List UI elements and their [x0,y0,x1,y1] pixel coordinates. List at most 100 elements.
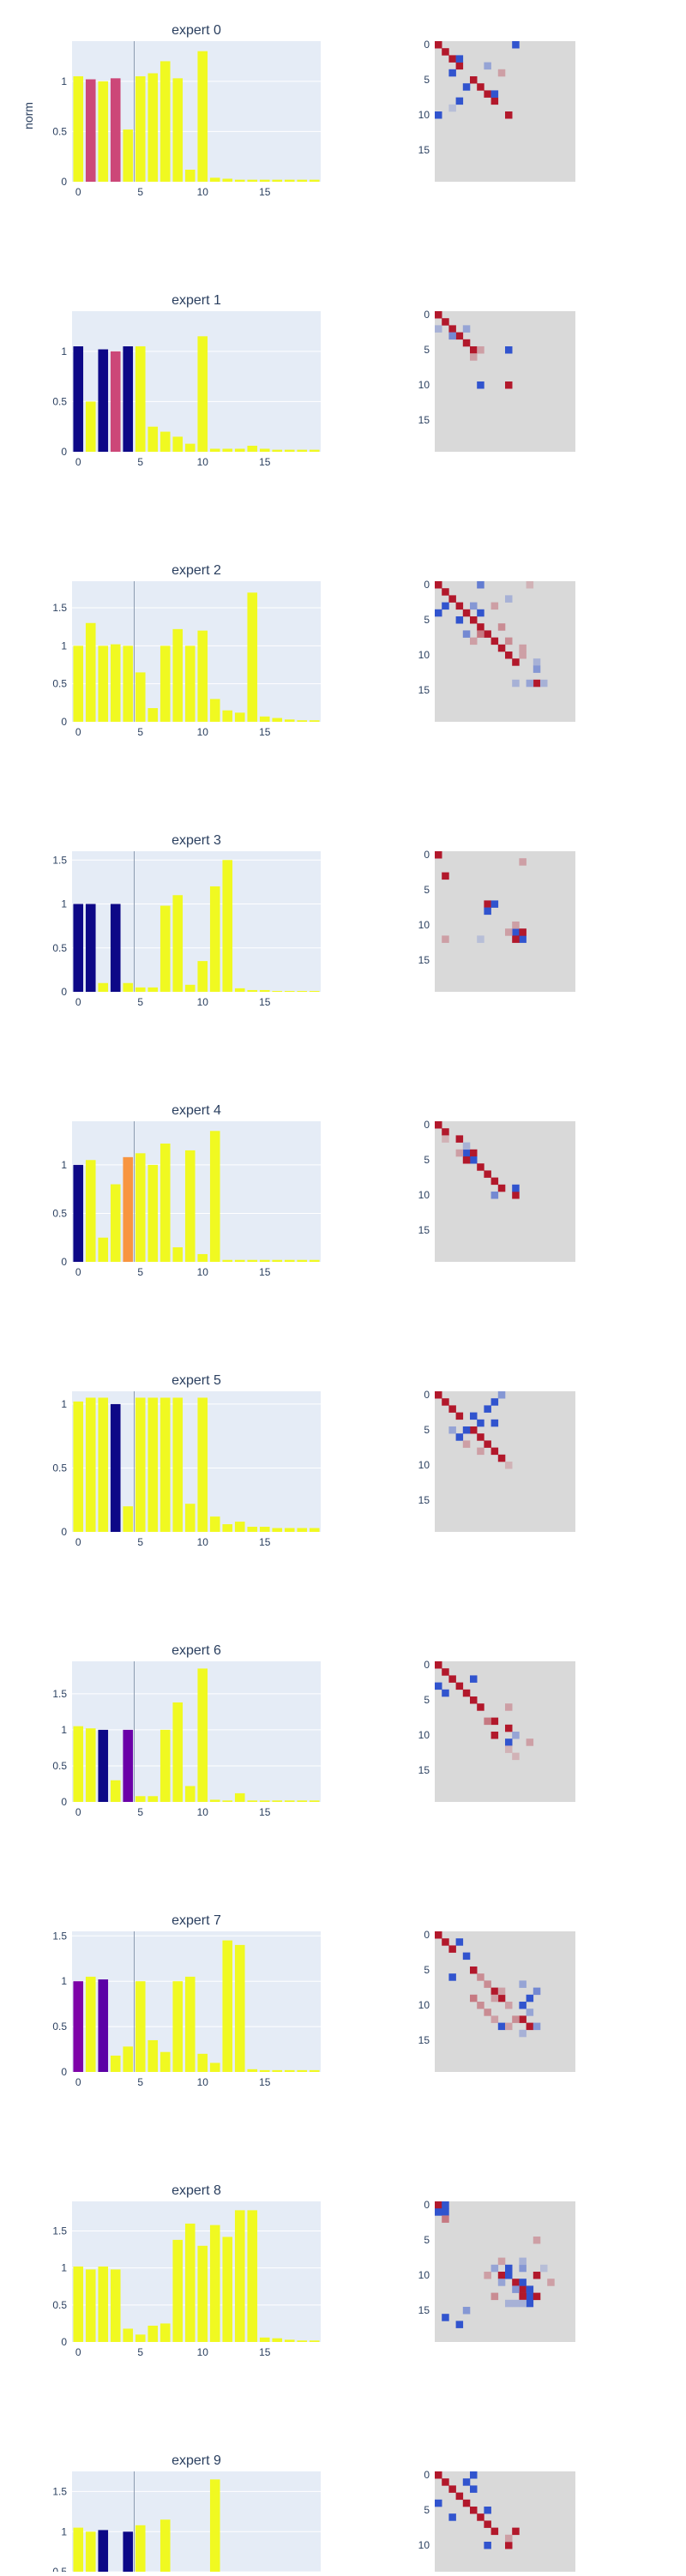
bar [197,2053,208,2072]
x-tick-label: 10 [197,186,209,198]
heatmap-tick-label: 5 [424,344,430,356]
bar [184,169,196,182]
x-tick-label: 5 [137,2346,143,2358]
heatmap-cell [490,1192,499,1199]
plot-area [72,41,321,182]
heatmap-tick-label: 5 [424,614,430,626]
heatmap-cell [497,2272,506,2279]
heatmap-tick-label: 5 [424,2504,430,2516]
y-tick-label: 1 [61,639,67,652]
heatmap-cell [505,595,513,603]
heatmap-cell [484,62,491,70]
bar [73,904,84,992]
heatmap-cell [490,90,499,98]
heatmap-cell [505,2264,513,2273]
heatmap-cell [505,381,513,389]
heatmap-cell [512,41,520,49]
y-tick-label: 1.5 [52,1930,67,1942]
bar [123,2328,134,2342]
bar [98,1729,109,1802]
x-tick-label: 10 [197,1266,209,1278]
chart-panel-5: expert 500.510 5 10 15 [52,1373,321,1548]
heatmap-cell [533,658,541,666]
heatmap-cell [435,41,442,49]
x-tick-label: 10 [197,456,209,468]
heatmap-2: 0 5 10 15 [418,579,575,722]
x-tick-label: 15 [259,996,271,1008]
heatmap-tick-label: 10 [418,379,430,391]
heatmap-background [435,2471,575,2576]
heatmap-tick-label: 10 [418,1459,430,1471]
y-tick-label: 0 [61,176,67,188]
heatmap-cell [470,602,478,610]
bar [123,2531,134,2576]
bar [247,1800,258,1802]
heatmap-tick-label: 10 [418,919,430,931]
bar [159,2051,171,2072]
bar [309,449,320,452]
bar [234,1259,245,1262]
y-tick-label: 0 [61,716,67,728]
heatmap-cell [484,2520,491,2528]
bar [209,2479,220,2576]
y-tick-label: 1 [61,1724,67,1736]
heatmap-cell [477,2002,484,2009]
bar [209,1516,220,1532]
bar [159,61,171,182]
heatmap-cell [477,1973,484,1981]
bar [209,2063,220,2072]
bar [172,895,184,992]
heatmap-cell [470,2471,478,2479]
bar [222,1800,233,1802]
bar [197,1253,208,1262]
x-tick-label: 0 [75,1536,81,1548]
heatmap-cell [448,1675,456,1683]
heatmap-cell [442,1135,449,1143]
heatmap-cell [519,858,527,866]
heatmap-cell [490,2292,499,2301]
bar [85,1728,96,1802]
heatmap-cell [435,311,442,319]
heatmap-cell [435,2208,442,2216]
x-tick-label: 5 [137,726,143,738]
heatmap-cell [505,2022,513,2031]
heatmap-cell [455,1149,464,1157]
bar [284,719,295,722]
heatmap-cell [455,1682,464,1690]
bar [110,1184,121,1262]
heatmap-cell [519,1980,527,1988]
bar [209,2225,220,2342]
heatmap-cell [484,2542,491,2549]
y-tick-label: 1 [61,898,67,910]
heatmap-cell [462,325,471,333]
bar [234,448,245,452]
heatmap-cell [462,2307,471,2315]
heatmap-cell [470,1426,478,1434]
bar [172,436,184,452]
heatmap-cell [512,2279,520,2286]
heatmap-cell [470,1412,478,1420]
heatmap-cell [505,637,513,646]
bar [209,886,220,992]
bar [234,1944,245,2072]
bar [197,630,208,722]
bar [73,2266,84,2342]
bar [197,51,208,182]
heatmap-cell [490,602,499,610]
bar [159,431,171,452]
bar [234,179,245,182]
bar [297,2069,308,2072]
bar [172,1397,184,1532]
heatmap-cell [435,111,442,119]
heatmap-cell [455,97,464,105]
bar [209,1131,220,1262]
heatmap-tick-label: 0 [424,1389,430,1401]
heatmap-cell [512,658,520,666]
y-tick-label: 1.5 [52,2225,67,2237]
bar [123,129,134,182]
heatmap-cell [526,2292,534,2301]
heatmap-cell [484,2009,491,2016]
bar [297,1800,308,1802]
chart-title: expert 4 [172,1103,221,1118]
